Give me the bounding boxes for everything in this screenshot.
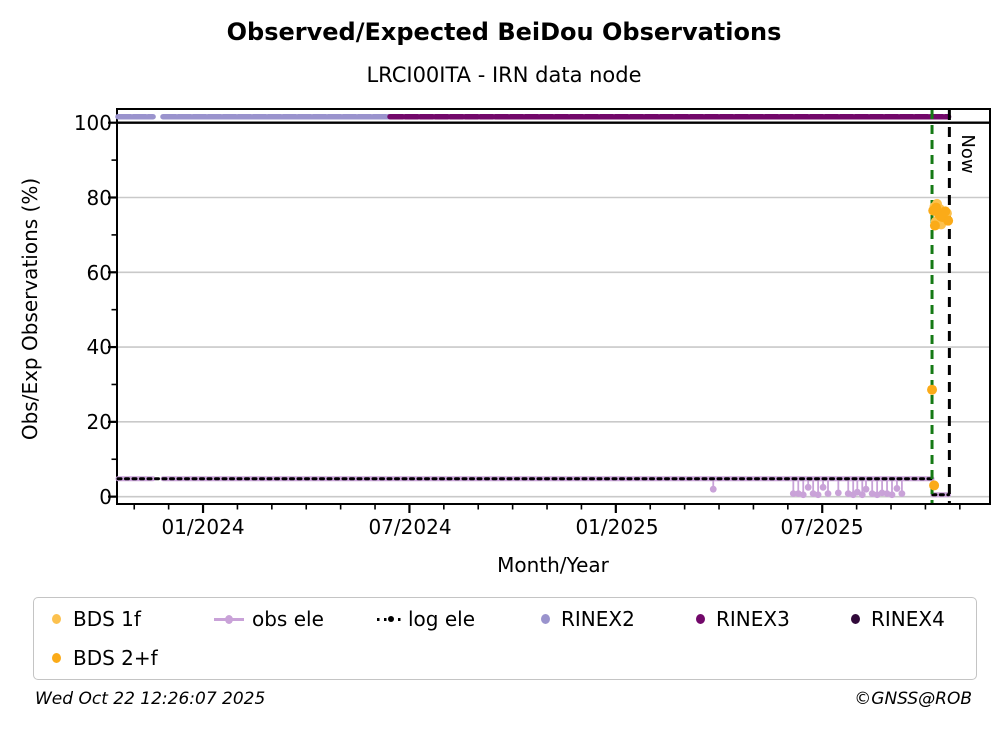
legend-label-rinex4: RINEX4 (871, 607, 945, 631)
legend-label-log-ele: log ele (408, 607, 476, 631)
generation-timestamp: Wed Oct 22 12:26:07 2025 (35, 689, 266, 709)
y-axis-label: Obs/Exp Observations (%) (18, 177, 42, 441)
y-tick-label: 40 (86, 335, 112, 359)
y-tick-label: 80 (86, 186, 112, 210)
legend-label-rinex2: RINEX2 (561, 607, 635, 631)
legend-label-bds-1f: BDS 1f (73, 607, 141, 631)
legend-marker-obs-ele-dot (225, 615, 233, 624)
y-tick-label: 100 (73, 111, 112, 135)
legend-marker-bds-1f (52, 614, 61, 624)
x-tick-label: 01/2025 (575, 515, 659, 539)
x-tick-label: 07/2025 (780, 515, 864, 539)
legend-marker-rinex2 (541, 614, 550, 624)
legend-label-rinex3: RINEX3 (716, 607, 790, 631)
plot-area (116, 108, 991, 505)
chart-title: Observed/Expected BeiDou Observations (226, 18, 782, 46)
x-axis-label: Month/Year (497, 553, 609, 577)
legend-marker-rinex3 (696, 614, 705, 624)
legend-label-bds-2f: BDS 2+f (73, 646, 158, 670)
y-tick-label: 0 (99, 485, 112, 509)
now-annotation: Now (957, 134, 978, 174)
legend-marker-rinex4 (851, 614, 860, 624)
legend-marker-bds-2f (52, 653, 61, 663)
legend-label-obs-ele: obs ele (252, 607, 324, 631)
x-tick-label: 01/2024 (161, 515, 245, 539)
chart-subtitle: LRCI00ITA - IRN data node (366, 63, 642, 87)
copyright: ©GNSS@ROB (854, 689, 972, 709)
x-tick-label: 07/2024 (368, 515, 452, 539)
y-tick-label: 20 (86, 410, 112, 434)
legend-marker-log-ele-dot (388, 616, 394, 622)
legend (33, 597, 977, 680)
y-tick-label: 60 (86, 261, 112, 285)
